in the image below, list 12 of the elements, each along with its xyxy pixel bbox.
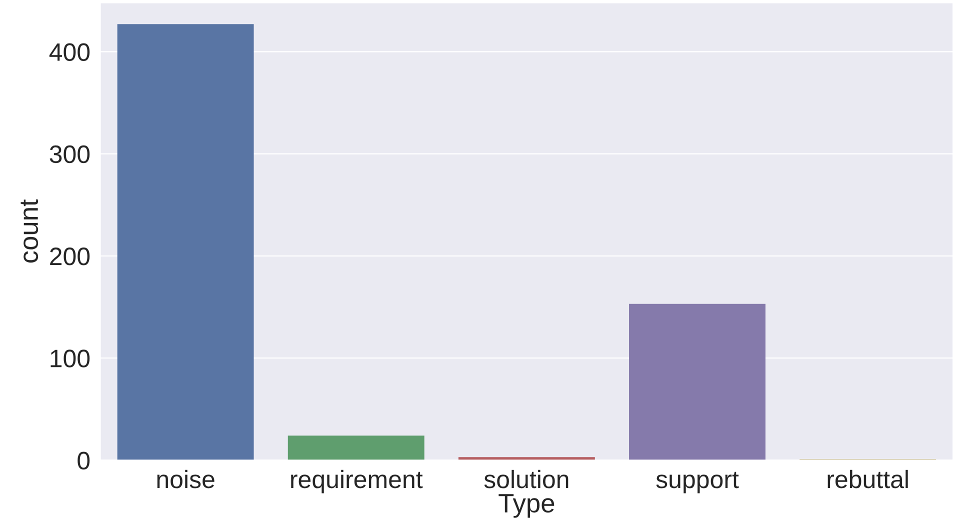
x-tick-label: requirement	[291, 470, 423, 494]
x-tick-label: noise	[157, 470, 214, 488]
x-tick-label: support	[656, 472, 739, 494]
y-tick-label: 300	[50, 145, 90, 164]
y-tick-label: 0	[78, 452, 90, 470]
x-tick-label: rebuttal	[828, 470, 908, 488]
y-axis-title: count	[20, 199, 38, 263]
x-tick-label: solution	[484, 470, 568, 488]
y-tick-label: 400	[49, 43, 90, 61]
x-axis-title: Type	[498, 494, 554, 518]
y-tick-label: 100	[50, 350, 90, 368]
y-tick-label: 200	[50, 248, 90, 266]
